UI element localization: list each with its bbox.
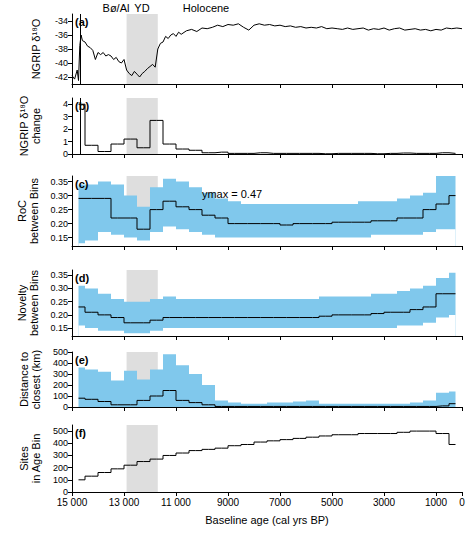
svg-text:100: 100 (53, 475, 68, 485)
svg-text:400: 400 (53, 438, 68, 448)
svg-text:9000: 9000 (217, 497, 240, 508)
svg-text:-34: -34 (55, 16, 68, 26)
svg-text:7000: 7000 (269, 497, 292, 508)
svg-text:0.20: 0.20 (50, 219, 68, 229)
svg-text:2: 2 (63, 124, 68, 134)
svg-text:-40: -40 (55, 58, 68, 68)
svg-text:-38: -38 (55, 44, 68, 54)
svg-text:0.25: 0.25 (50, 205, 68, 215)
svg-text:11 000: 11 000 (161, 497, 191, 508)
svg-text:0.30: 0.30 (50, 283, 68, 293)
svg-text:-36: -36 (55, 30, 68, 40)
svg-text:0.30: 0.30 (50, 191, 68, 201)
svg-text:Holocene: Holocene (183, 2, 229, 14)
svg-text:13 000: 13 000 (109, 497, 140, 508)
svg-text:0.15: 0.15 (50, 323, 68, 333)
svg-text:0.25: 0.25 (50, 297, 68, 307)
svg-text:in Age Bin: in Age Bin (30, 434, 42, 484)
svg-text:0: 0 (63, 487, 68, 497)
svg-text:Novelty: Novelty (16, 284, 28, 321)
svg-text:0: 0 (63, 402, 68, 412)
svg-text:200: 200 (53, 380, 68, 390)
svg-text:Distance to: Distance to (18, 352, 30, 407)
svg-text:500: 500 (53, 347, 68, 357)
svg-text:15 000: 15 000 (57, 497, 88, 508)
svg-text:between Bins: between Bins (28, 269, 40, 336)
svg-text:0.35: 0.35 (50, 270, 68, 280)
svg-text:Bø/Al: Bø/Al (103, 2, 130, 14)
svg-text:400: 400 (53, 358, 68, 368)
svg-text:(f): (f) (75, 427, 86, 439)
svg-text:3000: 3000 (373, 497, 396, 508)
svg-text:500: 500 (53, 426, 68, 436)
svg-text:1000: 1000 (425, 497, 448, 508)
svg-text:4: 4 (63, 99, 68, 109)
svg-text:300: 300 (53, 450, 68, 460)
svg-text:between Bins: between Bins (28, 177, 40, 244)
svg-text:(d): (d) (75, 272, 89, 284)
svg-text:RoC: RoC (16, 200, 28, 222)
svg-text:Sites: Sites (18, 446, 30, 471)
svg-text:NGRIP δ¹⁸O: NGRIP δ¹⁸O (30, 18, 42, 79)
svg-text:200: 200 (53, 463, 68, 473)
svg-text:closest (km): closest (km) (30, 350, 42, 409)
svg-text:change: change (30, 108, 42, 144)
svg-text:(b): (b) (75, 100, 89, 112)
svg-text:0.15: 0.15 (50, 233, 68, 243)
svg-text:(c): (c) (75, 178, 89, 190)
svg-text:1: 1 (63, 137, 68, 147)
svg-text:Baseline age (cal yrs BP): Baseline age (cal yrs BP) (205, 514, 329, 526)
svg-text:YD: YD (134, 2, 149, 14)
svg-text:0: 0 (63, 149, 68, 159)
svg-text:(a): (a) (75, 16, 89, 28)
svg-text:3: 3 (63, 112, 68, 122)
svg-text:NGRIP δ¹⁸O: NGRIP δ¹⁸O (18, 95, 30, 156)
svg-text:-42: -42 (55, 72, 68, 82)
svg-text:0.35: 0.35 (50, 177, 68, 187)
svg-text:300: 300 (53, 369, 68, 379)
svg-text:5000: 5000 (321, 497, 344, 508)
svg-text:0.20: 0.20 (50, 310, 68, 320)
svg-text:0: 0 (459, 497, 465, 508)
svg-text:(e): (e) (75, 354, 89, 366)
svg-text:ymax = 0.47: ymax = 0.47 (202, 188, 262, 200)
svg-text:100: 100 (53, 391, 68, 401)
